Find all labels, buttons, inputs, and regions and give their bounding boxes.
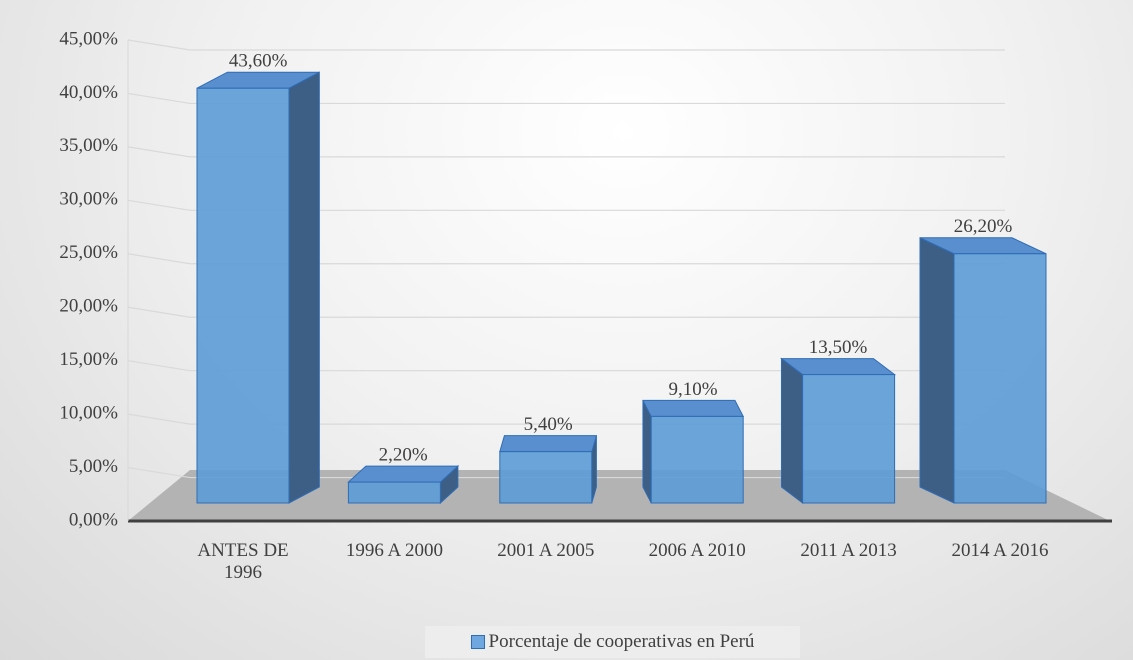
legend-label: Porcentaje de cooperativas en Perú (488, 631, 755, 652)
bar-side (780, 357, 804, 505)
bar (802, 374, 896, 504)
y-tick-label: 15,00% (59, 349, 118, 370)
bar (499, 451, 593, 504)
y-tick-label: 40,00% (59, 82, 118, 103)
x-tick-label: 2014 A 2016 (951, 540, 1049, 561)
value-label: 5,40% (524, 414, 573, 435)
bar-top (499, 435, 598, 453)
y-tick-label: 30,00% (59, 189, 118, 210)
value-label: 43,60% (229, 51, 288, 72)
bar-top (642, 399, 745, 417)
x-tick-label: 1996 A 2000 (345, 540, 443, 561)
y-tick-label: 20,00% (59, 296, 118, 317)
grid-line (127, 360, 1005, 372)
value-label: 9,10% (669, 379, 718, 400)
y-tick-label: 45,00% (59, 28, 118, 49)
bar-side (919, 236, 955, 504)
bar (650, 415, 744, 504)
grid-line (127, 39, 1005, 51)
bar (196, 87, 290, 504)
y-tick-label: 25,00% (59, 242, 118, 263)
value-label: 2,20% (379, 444, 428, 465)
grid-line (127, 199, 1005, 211)
grid-line (127, 92, 1005, 105)
y-tick-label: 5,00% (69, 456, 118, 477)
bar-side (642, 400, 652, 504)
x-tick-label: 2001 A 2005 (497, 540, 595, 561)
legend-swatch (470, 635, 485, 649)
bar-top (347, 465, 460, 483)
x-tick-label: ANTES DE 1996 (197, 540, 289, 583)
y-tick-label: 10,00% (59, 402, 118, 423)
value-label: 13,50% (809, 337, 868, 358)
bar (347, 481, 441, 504)
bar-side (288, 71, 320, 504)
legend: Porcentaje de cooperativas en Perú (425, 626, 800, 658)
grid-line (127, 146, 1005, 158)
y-tick-label: 35,00% (59, 135, 118, 156)
y-tick-label: 0,00% (69, 509, 118, 530)
grid-line (127, 306, 1005, 318)
value-label: 26,20% (954, 216, 1013, 237)
x-tick-label: 2006 A 2010 (648, 540, 746, 561)
x-tick-label: 2011 A 2013 (800, 540, 897, 561)
bar (953, 253, 1047, 504)
grid-line (127, 253, 1005, 265)
